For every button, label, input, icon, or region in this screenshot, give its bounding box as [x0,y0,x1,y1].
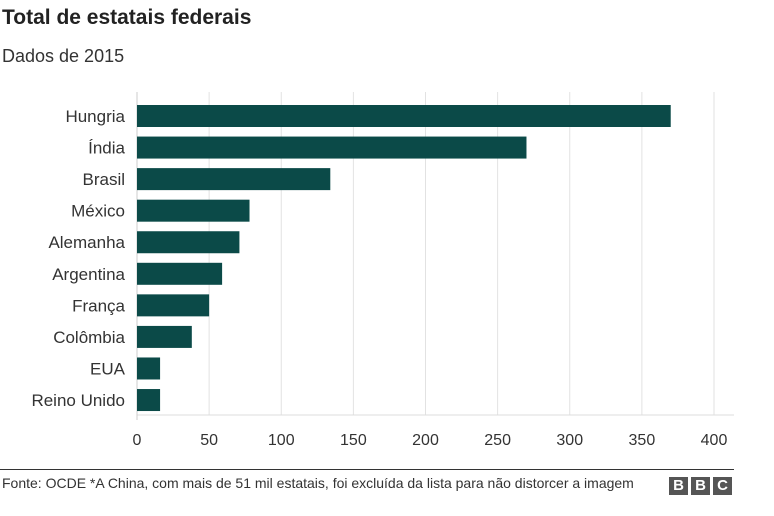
x-tick-label: 350 [629,432,656,449]
category-label: Brasil [82,170,125,189]
x-tick-label: 250 [484,432,511,449]
category-label: Alemanha [48,233,125,252]
x-tick-label: 100 [268,432,295,449]
footer-divider [0,469,734,470]
category-label: EUA [90,359,126,378]
bar [137,294,210,317]
bar [137,105,671,127]
category-label: México [71,202,125,221]
logo-letter: C [713,477,732,495]
chart-subtitle: Dados de 2015 [2,46,125,66]
x-tick-label: 400 [701,432,728,449]
category-label: Argentina [52,265,125,284]
chart-title: Total de estatais federais [2,6,252,29]
category-label: França [72,296,125,315]
bar [137,136,527,159]
category-label: Hungria [65,107,125,126]
logo-letter: B [691,477,710,495]
x-tick-label: 0 [133,432,142,449]
x-tick-label: 200 [412,432,439,449]
source-note: Fonte: OCDE *A China, com mais de 51 mil… [2,475,634,491]
category-label: Índia [88,139,125,158]
bbc-logo: B B C [669,477,732,495]
bar [137,231,240,254]
x-tick-label: 50 [200,432,218,449]
bar-chart: 0 50 100 150 200 250 300 350 400 Hungria Índia Bras… [31,92,734,449]
bar [137,168,331,191]
x-tick-label: 300 [556,432,583,449]
bar [137,357,161,380]
bar [137,389,161,412]
category-label: Reino Unido [31,391,125,410]
logo-letter: B [669,477,688,495]
bar [137,199,250,222]
bar [137,262,223,285]
bar [137,325,192,348]
category-label: Colômbia [53,328,125,347]
x-tick-label: 150 [340,432,367,449]
